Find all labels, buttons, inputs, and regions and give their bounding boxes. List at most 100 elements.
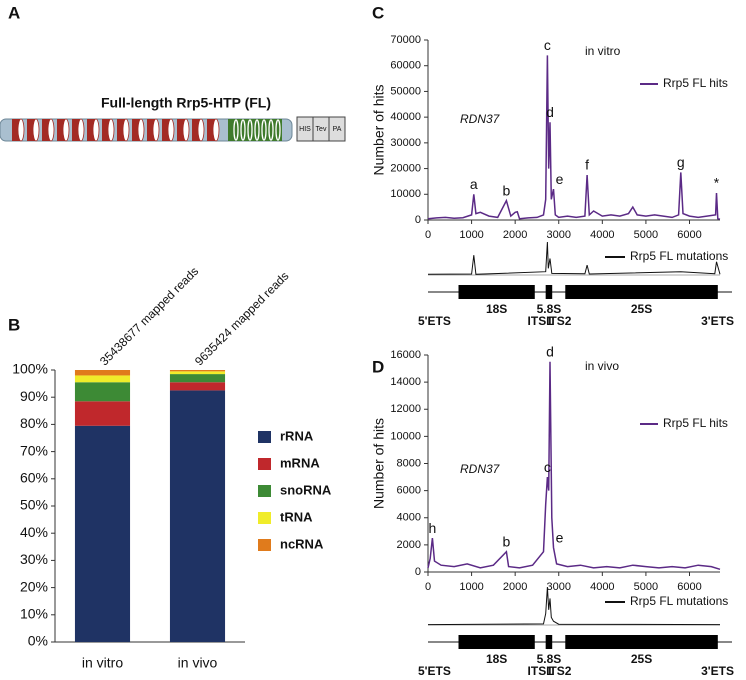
bar-segment (74, 425, 131, 642)
gene-label: ITS1 (528, 664, 554, 678)
mutation-line (427, 241, 721, 275)
repeat-domain (147, 119, 156, 141)
protein-title: Full-length Rrp5-HTP (FL) (101, 95, 271, 111)
repeat-domain (132, 119, 141, 141)
y-tick-label: 30% (20, 551, 48, 567)
x-tick-label: 3000 (547, 581, 571, 593)
legend-swatch (258, 458, 271, 470)
gene-box (545, 285, 553, 299)
y-tick-label: 10000 (390, 188, 421, 200)
y-tick-label: 70000 (390, 34, 421, 46)
repeat-domain-edge (182, 118, 190, 142)
repeat-domain-edge (92, 118, 100, 142)
peak-label: c (544, 37, 551, 53)
peak-label: d (546, 343, 554, 359)
gene-box (565, 635, 718, 649)
y-tick-label: 0% (28, 633, 48, 649)
bar-segment (169, 370, 226, 372)
tpr-stripe (240, 119, 246, 141)
x-tick-label: 5000 (634, 229, 658, 241)
y-tick-label: 60% (20, 470, 48, 486)
annotation: in vivo (585, 359, 619, 373)
repeat-domain (162, 119, 171, 141)
legend-label: Rrp5 FL mutations (630, 249, 728, 263)
gene-label: ITS1 (528, 314, 554, 328)
legend-label: Rrp5 FL mutations (630, 594, 728, 608)
tpr-stripe (254, 119, 260, 141)
y-axis-label: Number of hits (371, 418, 387, 509)
protein-diagram (0, 118, 293, 142)
gene-label: 5'ETS (418, 664, 451, 678)
repeat-domain-edge (137, 118, 145, 142)
tag-label: Tev (316, 126, 327, 133)
x-tick-label: 1000 (459, 581, 483, 593)
gene-label: 18S (486, 652, 507, 666)
repeat-domain (87, 119, 96, 141)
x-tick-label: 6000 (677, 229, 701, 241)
gene-label: ITS2 (546, 314, 572, 328)
legend-label: Rrp5 FL hits (663, 76, 728, 90)
y-tick-label: 80% (20, 415, 48, 431)
panel-label: D (372, 357, 384, 376)
y-axis-label: Number of hits (371, 84, 387, 175)
tpr-stripe (247, 119, 253, 141)
x-tick-label: 1000 (459, 229, 483, 241)
legend-label: Rrp5 FL hits (663, 416, 728, 430)
x-tick-label: 2000 (503, 229, 527, 241)
tpr-stripe (268, 119, 274, 141)
peak-label: b (503, 533, 511, 549)
series-line (427, 361, 721, 571)
bar-segment (169, 371, 226, 375)
peak-label: g (677, 154, 685, 170)
gene-label: 25S (631, 302, 652, 316)
peak-label: e (556, 171, 564, 187)
y-tick-label: 40% (20, 524, 48, 540)
repeat-domain-edge (47, 118, 55, 142)
series-line (427, 55, 721, 220)
annotation: RDN37 (460, 462, 501, 476)
tag-label: PA (333, 126, 342, 133)
gene-label: 3'ETS (701, 314, 734, 328)
y-tick-label: 50% (20, 497, 48, 513)
y-tick-label: 20% (20, 578, 48, 594)
x-tick-label: 0 (425, 581, 431, 593)
y-tick-label: 70% (20, 442, 48, 458)
gene-label: 18S (486, 302, 507, 316)
repeat-domain-edge (212, 118, 220, 142)
repeat-domain (117, 119, 126, 141)
gene-label: ITS2 (546, 664, 572, 678)
mutation-line (427, 586, 721, 626)
peak-label: f (585, 157, 589, 173)
legend-label: tRNA (280, 509, 313, 524)
y-tick-label: 10% (20, 606, 48, 622)
repeat-domain (27, 119, 36, 141)
peak-label: * (714, 175, 720, 191)
tpr-stripe (261, 119, 267, 141)
y-tick-label: 14000 (390, 376, 421, 388)
tag-box (296, 116, 346, 142)
bar-segment (74, 401, 131, 426)
bar-segment (74, 382, 131, 402)
peak-label: b (503, 182, 511, 198)
tpr-stripe (275, 119, 281, 141)
repeat-domain-edge (107, 118, 115, 142)
x-tick-label: in vitro (82, 655, 123, 671)
y-tick-label: 20000 (390, 162, 421, 174)
y-tick-label: 6000 (397, 485, 421, 497)
gene-label: 3'ETS (701, 664, 734, 678)
repeat-domain-edge (32, 118, 40, 142)
legend-swatch (258, 512, 271, 524)
legend-label: ncRNA (280, 536, 324, 551)
bar-segment (74, 375, 131, 383)
gene-label: 5.8S (537, 652, 562, 666)
annotation: RDN37 (460, 112, 501, 126)
y-tick-label: 100% (12, 361, 48, 377)
peak-label: c (544, 459, 551, 475)
repeat-domain-edge (62, 118, 70, 142)
gene-box (458, 285, 535, 299)
y-tick-label: 40000 (390, 111, 421, 123)
repeat-domain-edge (152, 118, 160, 142)
legend-swatch (258, 539, 271, 551)
gene-box (458, 635, 535, 649)
